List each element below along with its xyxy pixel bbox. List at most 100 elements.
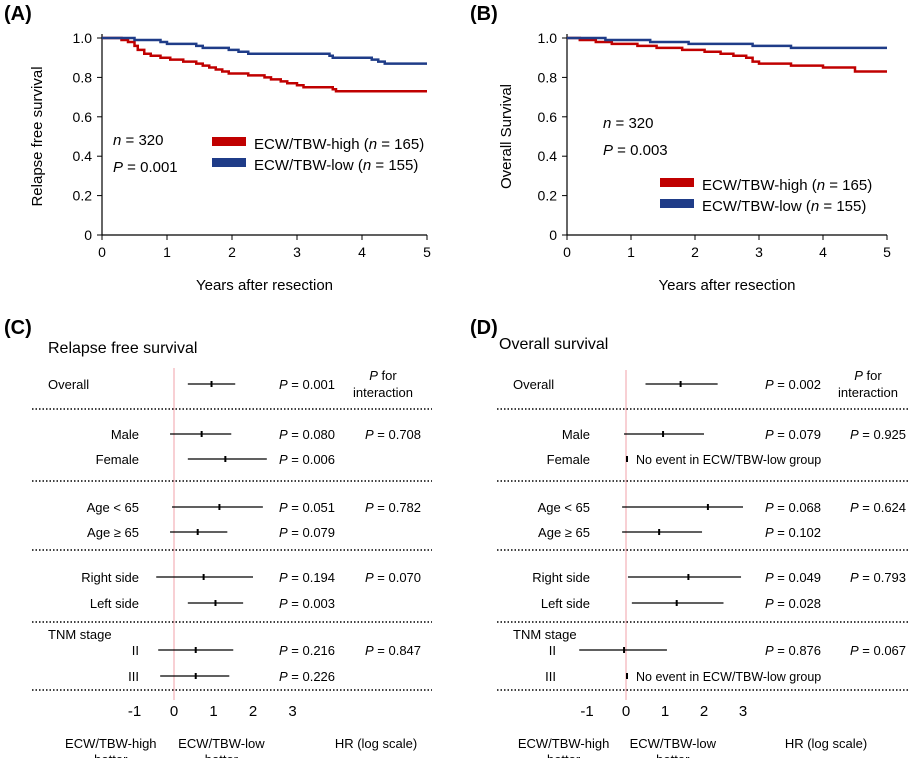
favors-right: better xyxy=(656,752,690,758)
row-label: II xyxy=(132,643,139,658)
favors-right: ECW/TBW-low xyxy=(178,736,265,751)
x-tick-label: -1 xyxy=(580,703,593,720)
no-event-note: No event in ECW/TBW-low group xyxy=(636,670,821,684)
row-label: Age < 65 xyxy=(87,500,139,515)
row-label: Male xyxy=(562,427,590,442)
x-axis-title: HR (log scale) xyxy=(785,736,867,751)
y-tick-label: 0 xyxy=(549,227,557,243)
y-axis-title: Relapse free survival xyxy=(29,66,46,206)
p-value: P = 0.006 xyxy=(279,452,335,467)
forest-panel-C: (C) Relapse free survival P for interaction… xyxy=(4,317,432,758)
row-label: Male xyxy=(111,427,139,442)
p-value: P = 0.876 xyxy=(765,643,821,658)
x-tick-label: 5 xyxy=(883,244,891,260)
y-tick-label: 1.0 xyxy=(73,30,93,46)
row-label: Age ≥ 65 xyxy=(538,525,590,540)
p-interaction: P = 0.708 xyxy=(365,427,421,442)
p-annotation: P = 0.001 xyxy=(113,159,178,176)
legend-label: ECW/TBW-low (n = 155) xyxy=(702,198,866,215)
p-value: P = 0.051 xyxy=(279,500,335,515)
n-annotation: n = 320 xyxy=(113,132,163,149)
favors-left: better xyxy=(94,752,128,758)
interaction-header: P for xyxy=(854,368,882,383)
x-axis-title: Years after resection xyxy=(658,277,795,294)
legend-label: ECW/TBW-high (n = 165) xyxy=(702,177,872,194)
forest-panel-D: (D)Overall survival P for interaction Overa… xyxy=(470,317,910,758)
p-value: P = 0.216 xyxy=(279,643,335,658)
km-curve xyxy=(567,36,887,50)
p-value: P = 0.068 xyxy=(765,500,821,515)
row-label: Left side xyxy=(541,596,590,611)
row-label: Age ≥ 65 xyxy=(87,525,139,540)
row-label: TNM stage xyxy=(513,627,577,642)
y-tick-label: 0.4 xyxy=(538,148,558,164)
p-value: P = 0.102 xyxy=(765,525,821,540)
legend-label: ECW/TBW-low (n = 155) xyxy=(254,157,418,174)
x-axis-title: Years after resection xyxy=(196,277,333,294)
no-event-note: No event in ECW/TBW-low group xyxy=(636,453,821,467)
y-axis-title: Overall Survival xyxy=(498,84,515,189)
km-curve xyxy=(102,36,427,65)
legend-swatch xyxy=(212,137,246,146)
y-tick-label: 0.6 xyxy=(73,109,93,125)
row-label: Female xyxy=(96,452,139,467)
favors-right: ECW/TBW-low xyxy=(630,736,717,751)
x-tick-label: 2 xyxy=(700,703,708,720)
y-tick-label: 1.0 xyxy=(538,30,558,46)
favors-right: better xyxy=(205,752,239,758)
interaction-header: P for xyxy=(369,368,397,383)
x-tick-label: 0 xyxy=(563,244,571,260)
row-label: Age < 65 xyxy=(538,500,590,515)
y-tick-label: 0.8 xyxy=(73,69,93,85)
x-tick-label: 1 xyxy=(627,244,635,260)
legend-label: ECW/TBW-high (n = 165) xyxy=(254,136,424,153)
row-label: Right side xyxy=(81,570,139,585)
p-value: P = 0.001 xyxy=(279,377,335,392)
y-tick-label: 0 xyxy=(84,227,92,243)
panel-label: (A) xyxy=(4,3,32,25)
favors-left: better xyxy=(547,752,581,758)
panel-label: (C) xyxy=(4,317,32,339)
row-label: Overall xyxy=(48,377,89,392)
p-interaction: P = 0.070 xyxy=(365,570,421,585)
x-tick-label: 1 xyxy=(661,703,669,720)
panel-label: (D) xyxy=(470,317,498,339)
p-interaction: P = 0.847 xyxy=(365,643,421,658)
p-value: P = 0.049 xyxy=(765,570,821,585)
x-tick-label: 3 xyxy=(739,703,747,720)
y-tick-label: 0.8 xyxy=(538,69,558,85)
x-tick-label: 4 xyxy=(358,244,366,260)
x-tick-label: 1 xyxy=(209,703,217,720)
x-tick-label: -1 xyxy=(128,703,141,720)
x-tick-label: 2 xyxy=(691,244,699,260)
p-value: P = 0.003 xyxy=(279,596,335,611)
row-label: Left side xyxy=(90,596,139,611)
row-label: Right side xyxy=(532,570,590,585)
x-tick-label: 3 xyxy=(288,703,296,720)
x-tick-label: 0 xyxy=(622,703,630,720)
legend-swatch xyxy=(212,158,246,167)
p-annotation: P = 0.003 xyxy=(603,142,668,159)
y-tick-label: 0.2 xyxy=(538,188,558,204)
x-tick-label: 1 xyxy=(163,244,171,260)
p-value: P = 0.028 xyxy=(765,596,821,611)
p-value: P = 0.226 xyxy=(279,669,335,684)
x-tick-label: 3 xyxy=(755,244,763,260)
y-tick-label: 0.6 xyxy=(538,109,558,125)
x-tick-label: 3 xyxy=(293,244,301,260)
x-tick-label: 0 xyxy=(170,703,178,720)
km-panel-A: (A) 0 0.2 0.4 0.6 0.8 1.0 0 1 2 3 4 5 Years after res… xyxy=(4,3,431,294)
x-axis-title: HR (log scale) xyxy=(335,736,417,751)
x-tick-label: 5 xyxy=(423,244,431,260)
p-interaction: P = 0.793 xyxy=(850,570,906,585)
row-label: III xyxy=(128,669,139,684)
y-tick-label: 0.4 xyxy=(73,148,93,164)
x-tick-label: 2 xyxy=(228,244,236,260)
km-curve xyxy=(102,36,427,93)
p-value: P = 0.002 xyxy=(765,377,821,392)
row-label: Overall xyxy=(513,377,554,392)
p-value: P = 0.079 xyxy=(279,525,335,540)
row-label: Female xyxy=(547,452,590,467)
x-tick-label: 2 xyxy=(249,703,257,720)
